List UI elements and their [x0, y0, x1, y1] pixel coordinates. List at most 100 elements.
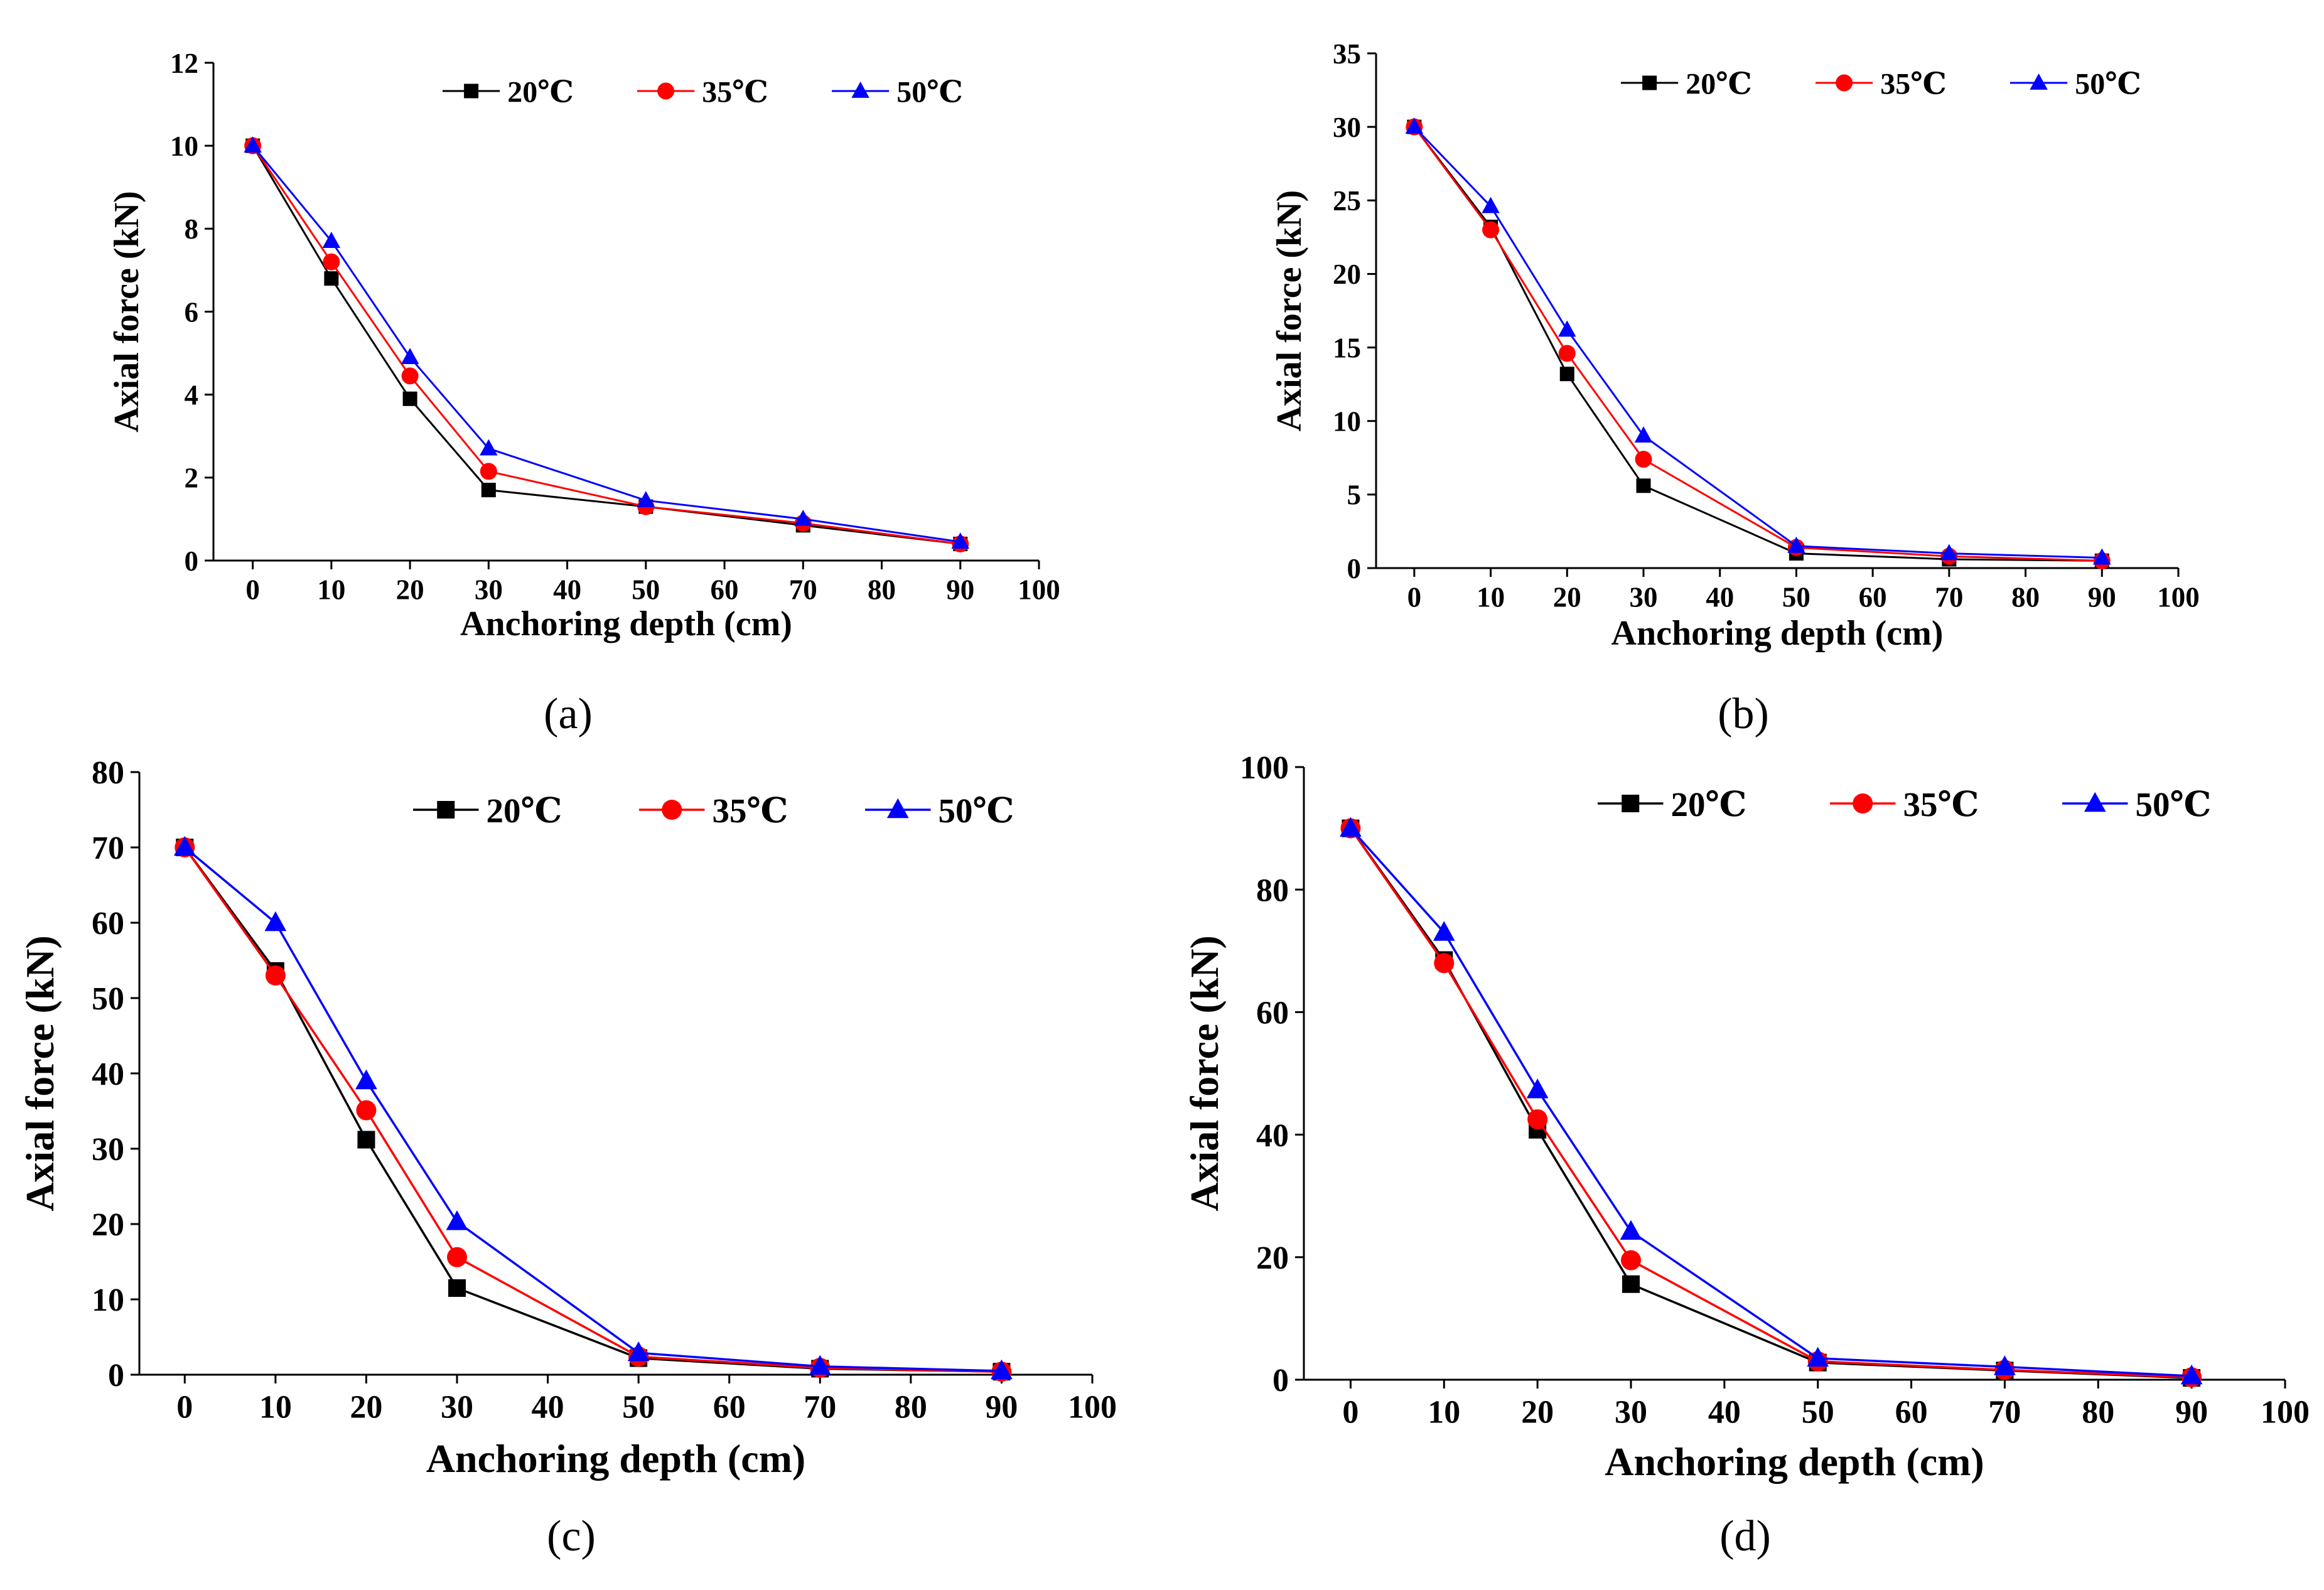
x-tick-label: 30: [475, 574, 503, 605]
data-point: [480, 439, 498, 456]
x-tick-label: 10: [1428, 1395, 1460, 1431]
legend-marker: [657, 82, 675, 100]
legend-label: 20℃: [1671, 785, 1747, 824]
y-tick-label: 20: [1333, 259, 1361, 290]
y-tick-label: 12: [170, 48, 198, 79]
x-tick-label: 90: [2175, 1395, 2208, 1431]
y-tick-label: 0: [1272, 1363, 1289, 1399]
y-tick-label: 2: [185, 463, 199, 494]
y-tick-label: 20: [1256, 1240, 1289, 1276]
x-tick-label: 50: [632, 574, 660, 605]
data-point: [264, 911, 287, 932]
data-point: [324, 271, 339, 286]
x-axis-title: Anchoring depth (cm): [460, 604, 792, 643]
x-tick-label: 40: [1706, 581, 1734, 613]
legend-label: 50℃: [2136, 785, 2212, 824]
data-point: [809, 1355, 831, 1375]
chart-panel-a: 0 10 20 30 40 50 60 70 80 90 100 0 2 4 6 8 10 12 Anchoring…: [107, 48, 1060, 738]
legend-label: 50℃: [896, 75, 963, 109]
legend-marker: [1836, 74, 1853, 92]
data-point: [1621, 1250, 1641, 1270]
data-point: [357, 1131, 375, 1149]
data-point: [481, 483, 496, 498]
legend-marker: [2084, 792, 2106, 812]
data-point: [951, 532, 970, 549]
y-tick-label: 40: [1256, 1118, 1289, 1154]
legend-label: 35℃: [702, 75, 768, 109]
legend-marker: [1642, 75, 1657, 90]
x-tick-label: 40: [553, 574, 581, 605]
data-point: [401, 367, 419, 385]
data-point: [991, 1359, 1013, 1380]
legend-label: 20℃: [487, 792, 562, 830]
x-tick-label: 80: [895, 1390, 927, 1426]
y-tick-label: 0: [1347, 553, 1362, 584]
y-tick-label: 8: [185, 213, 199, 245]
y-tick-label: 50: [92, 981, 124, 1017]
legend-marker: [1853, 793, 1873, 814]
y-tick-label: 25: [1333, 185, 1361, 217]
panel-caption: (d): [1719, 1512, 1771, 1560]
x-tick-label: 0: [176, 1390, 193, 1426]
x-tick-label: 70: [789, 574, 817, 605]
x-tick-label: 70: [804, 1390, 836, 1426]
y-axis-title: Axial force (kN): [1270, 190, 1309, 432]
x-tick-label: 30: [441, 1390, 473, 1426]
legend-label: 35℃: [1880, 67, 1947, 100]
data-point: [1340, 817, 1362, 837]
y-tick-label: 60: [92, 906, 124, 942]
data-point: [627, 1341, 650, 1362]
data-point: [1636, 478, 1651, 493]
x-tick-label: 100: [1018, 574, 1060, 605]
x-tick-label: 100: [2157, 581, 2200, 613]
panel-caption: (b): [1718, 690, 1769, 738]
legend-marker: [2030, 73, 2048, 90]
legend-label: 20℃: [1686, 67, 1752, 100]
y-tick-label: 6: [185, 296, 199, 328]
x-tick-label: 20: [396, 574, 424, 605]
x-tick-label: 70: [1988, 1395, 2021, 1431]
x-tick-label: 60: [1859, 581, 1887, 613]
data-point: [1994, 1355, 2016, 1375]
data-point: [1527, 1109, 1548, 1130]
legend-marker: [662, 800, 682, 820]
data-point: [1482, 196, 1500, 213]
x-tick-label: 40: [532, 1390, 564, 1426]
y-tick-label: 60: [1256, 996, 1289, 1031]
data-point: [322, 232, 341, 249]
y-tick-label: 35: [1333, 38, 1361, 70]
data-point: [355, 1069, 377, 1090]
legend-label: 35℃: [713, 792, 788, 830]
x-tick-label: 80: [2011, 581, 2040, 613]
x-tick-label: 90: [985, 1390, 1018, 1426]
y-axis-title: Axial force (kN): [18, 935, 62, 1211]
data-point: [446, 1210, 468, 1230]
legend: 20℃ 35℃ 50℃: [1621, 67, 2141, 100]
x-axis-title: Anchoring depth (cm): [1611, 614, 1944, 653]
x-axis-title: Anchoring depth (cm): [1605, 1439, 1984, 1484]
x-tick-label: 80: [2082, 1395, 2114, 1431]
y-tick-label: 20: [92, 1207, 124, 1243]
series-3: [1340, 817, 2203, 1385]
x-tick-label: 0: [1342, 1395, 1358, 1431]
chart-panel-b: 0 10 20 30 40 50 60 70 80 90 100 0 5 10 15 20 25 30 35 Anch…: [1270, 38, 2200, 738]
x-tick-label: 100: [2261, 1395, 2310, 1431]
data-point: [637, 491, 655, 508]
x-tick-label: 10: [1477, 581, 1505, 613]
series-3: [173, 835, 1013, 1380]
legend-marker: [437, 801, 455, 819]
x-axis-title: Anchoring depth (cm): [426, 1436, 805, 1481]
data-point: [1634, 426, 1653, 443]
y-tick-label: 100: [1240, 750, 1289, 786]
data-point: [173, 835, 196, 856]
y-tick-label: 80: [1256, 873, 1289, 908]
x-tick-label: 100: [1068, 1390, 1117, 1426]
data-point: [265, 965, 286, 986]
y-tick-label: 10: [170, 131, 198, 162]
x-tick-label: 40: [1708, 1395, 1741, 1431]
y-tick-label: 10: [92, 1282, 124, 1318]
legend-marker: [464, 83, 479, 99]
y-tick-label: 0: [185, 545, 199, 577]
data-point: [1434, 953, 1455, 974]
x-tick-label: 20: [1553, 581, 1581, 613]
